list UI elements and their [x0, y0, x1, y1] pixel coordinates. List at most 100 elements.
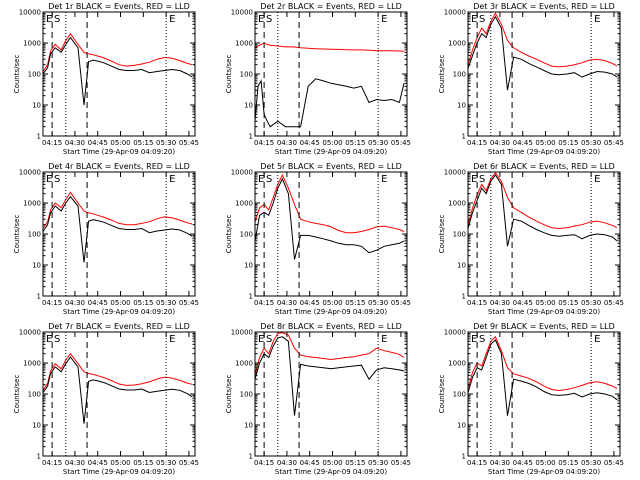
marker-label: E [471, 334, 477, 345]
x-tick-label: 04:15 [42, 139, 62, 147]
x-tick-label: 04:30 [277, 459, 297, 467]
x-tick-label: 04:15 [254, 139, 274, 147]
x-tick-label: 05:15 [345, 459, 365, 467]
x-tick-label: 05:30 [156, 139, 176, 147]
series-line-lld [42, 191, 193, 229]
panel-title: Det 5r BLACK = Events, RED = LLD [260, 162, 402, 171]
x-tick-label: 04:30 [490, 299, 510, 307]
x-tick-label: 04:15 [467, 299, 487, 307]
x-tick-label: 04:45 [513, 139, 533, 147]
y-axis-label: Counts/sec [225, 215, 233, 254]
x-tick-label: 05:45 [604, 299, 624, 307]
series-line-events [42, 195, 193, 263]
series-line-events [42, 356, 193, 424]
y-tick-label: 10000 [444, 9, 466, 17]
marker-label: E [381, 334, 387, 345]
y-tick-label: 10 [244, 262, 253, 270]
marker-label: E [258, 174, 264, 185]
y-tick-label: 10000 [19, 169, 41, 177]
series-line-events [467, 15, 618, 91]
y-tick-label: 10 [32, 422, 41, 430]
x-tick-label: 05:00 [110, 459, 130, 467]
marker-label: S [266, 174, 272, 185]
y-axis-label: Counts/sec [438, 55, 446, 94]
x-tick-label: 05:45 [391, 459, 411, 467]
x-tick-label: 04:30 [65, 459, 85, 467]
y-tick-label: 100 [453, 391, 466, 399]
y-tick-label: 1000 [235, 40, 253, 48]
marker-label: S [54, 174, 60, 185]
x-tick-label: 05:00 [322, 139, 342, 147]
y-tick-label: 1 [462, 293, 466, 301]
x-tick-label: 05:15 [345, 299, 365, 307]
y-tick-label: 10 [244, 102, 253, 110]
y-tick-label: 10000 [444, 329, 466, 337]
marker-label: E [594, 334, 600, 345]
x-tick-label: 04:45 [300, 139, 320, 147]
marker-label: E [46, 334, 52, 345]
x-tick-label: 05:00 [535, 139, 555, 147]
y-tick-label: 10000 [231, 9, 253, 17]
x-tick-label: 04:30 [490, 139, 510, 147]
series-line-lld [254, 332, 405, 376]
marker-label: E [169, 334, 175, 345]
panel-title: Det 9r BLACK = Events, RED = LLD [473, 322, 615, 331]
x-tick-label: 05:30 [581, 459, 601, 467]
x-tick-label: 04:45 [300, 299, 320, 307]
x-tick-label: 05:30 [156, 299, 176, 307]
x-tick-label: 05:45 [179, 139, 199, 147]
x-tick-label: 04:30 [65, 299, 85, 307]
y-tick-label: 1000 [23, 360, 41, 368]
x-tick-label: 05:45 [604, 459, 624, 467]
series-line-events [254, 177, 405, 260]
y-axis-label: Counts/sec [225, 375, 233, 414]
y-tick-label: 1000 [448, 40, 466, 48]
y-tick-label: 100 [28, 71, 41, 79]
panel-title: Det 1r BLACK = Events, RED = LLD [48, 2, 190, 11]
marker-label: E [594, 174, 600, 185]
x-tick-label: 05:00 [110, 139, 130, 147]
marker-label: S [266, 334, 272, 345]
x-tick-label: 05:30 [581, 139, 601, 147]
y-axis-label: Counts/sec [225, 55, 233, 94]
panel-title: Det 6r BLACK = Events, RED = LLD [473, 162, 615, 171]
marker-label: E [258, 14, 264, 25]
x-tick-label: 04:30 [277, 299, 297, 307]
y-axis-label: Counts/sec [13, 215, 21, 254]
x-tick-label: 05:45 [604, 139, 624, 147]
y-tick-label: 100 [28, 391, 41, 399]
y-tick-label: 10000 [231, 329, 253, 337]
y-tick-label: 100 [28, 231, 41, 239]
y-tick-label: 1000 [448, 360, 466, 368]
x-axis-label: Start Time (29-Apr-09 04:09:20) [63, 308, 175, 316]
x-tick-label: 05:15 [558, 139, 578, 147]
x-tick-label: 05:45 [179, 299, 199, 307]
y-tick-label: 1000 [23, 200, 41, 208]
x-tick-label: 05:45 [179, 459, 199, 467]
marker-label: E [169, 14, 175, 25]
y-tick-label: 10 [457, 102, 466, 110]
y-tick-label: 10 [457, 422, 466, 430]
marker-label: S [54, 14, 60, 25]
x-tick-label: 04:45 [88, 139, 108, 147]
x-tick-label: 05:30 [368, 139, 388, 147]
y-tick-label: 10000 [444, 169, 466, 177]
x-tick-label: 04:15 [254, 299, 274, 307]
y-tick-label: 1000 [23, 40, 41, 48]
y-axis-label: Counts/sec [438, 215, 446, 254]
y-tick-label: 10 [244, 422, 253, 430]
x-axis-label: Start Time (29-Apr-09 04:09:20) [488, 308, 600, 316]
x-axis-label: Start Time (29-Apr-09 04:09:20) [63, 468, 175, 476]
x-axis-label: Start Time (29-Apr-09 04:09:20) [488, 468, 600, 476]
marker-label: S [479, 14, 485, 25]
series-line-events [467, 339, 618, 416]
x-tick-label: 05:00 [110, 299, 130, 307]
y-tick-label: 10000 [19, 9, 41, 17]
series-line-lld [467, 335, 618, 392]
x-tick-label: 05:00 [322, 299, 342, 307]
x-tick-label: 05:45 [391, 139, 411, 147]
